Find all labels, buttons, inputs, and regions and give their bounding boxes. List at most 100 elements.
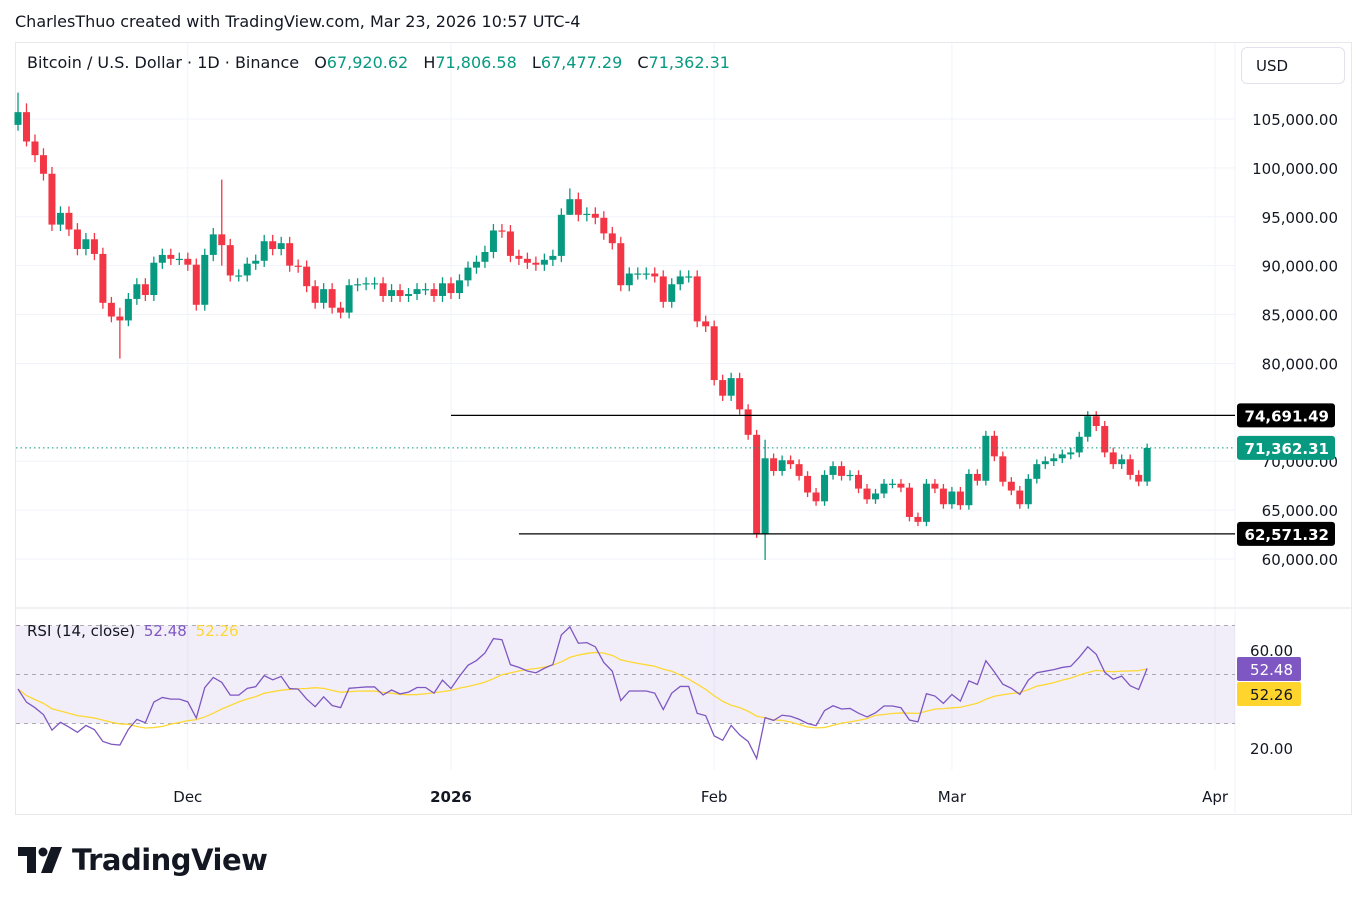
rsi-label[interactable]: RSI (14, close): [27, 622, 136, 640]
candle: [855, 470, 863, 494]
candle-body: [99, 253, 107, 303]
candle-body: [82, 239, 90, 250]
candle: [209, 227, 217, 262]
candle: [922, 479, 930, 527]
candle: [965, 469, 973, 510]
rsi-value-tag-bg: [1237, 657, 1301, 681]
candle-body: [65, 212, 73, 230]
candle-body: [770, 458, 778, 471]
candle: [506, 225, 514, 263]
candle: [770, 453, 778, 476]
close-label: C: [637, 53, 649, 72]
candle-body: [804, 475, 812, 493]
candle: [871, 488, 879, 504]
candle-body: [574, 199, 582, 215]
candle-body: [787, 460, 795, 465]
candle-body: [328, 289, 336, 308]
candle: [973, 469, 981, 486]
candle-body: [990, 435, 998, 457]
tradingview-logo-icon: [18, 847, 62, 873]
low-value: 67,477.29: [540, 53, 623, 72]
candle: [277, 236, 285, 256]
candle: [447, 277, 455, 300]
candle: [804, 471, 812, 498]
candle: [753, 429, 761, 538]
candle: [982, 430, 990, 486]
candle: [269, 234, 277, 256]
candle-body: [337, 307, 345, 313]
candle: [22, 103, 30, 147]
candle-body: [1024, 478, 1032, 505]
time-axis-label: Feb: [701, 788, 728, 806]
candle: [158, 248, 166, 269]
candle: [795, 459, 803, 481]
rsi-ma-value: 52.26: [195, 622, 239, 640]
candle: [676, 270, 684, 291]
candle: [371, 277, 379, 290]
candle-body: [693, 276, 701, 322]
candle: [141, 278, 149, 301]
currency-button[interactable]: USD: [1241, 47, 1345, 84]
candle: [107, 296, 115, 323]
candle: [999, 451, 1007, 487]
candle-body: [880, 483, 888, 494]
candle-body: [736, 378, 744, 410]
candle: [320, 283, 328, 309]
rsi-line: [17, 625, 1148, 761]
candle: [948, 486, 956, 509]
candle-body: [591, 213, 599, 218]
time-axis-label: Mar: [938, 788, 967, 806]
candle-body: [1016, 490, 1024, 505]
candle: [1092, 411, 1100, 432]
candle: [14, 92, 22, 131]
price-axis-label: 105,000.00: [1252, 111, 1338, 129]
candle: [931, 479, 939, 494]
candle-body: [727, 378, 735, 396]
candle-body: [821, 474, 829, 502]
candle-body: [447, 283, 455, 294]
candle-body: [931, 483, 939, 489]
candle-body: [260, 241, 268, 261]
high-label: H: [423, 53, 436, 72]
candle: [651, 267, 659, 283]
candle: [1075, 431, 1083, 458]
symbol-name[interactable]: Bitcoin / U.S. Dollar · 1D · Binance: [27, 53, 300, 72]
candle-body: [396, 290, 404, 296]
candle: [532, 256, 540, 271]
candle-body: [557, 214, 565, 256]
last-price-tag: 71,362.31: [1245, 440, 1329, 458]
price-axis-label: 65,000.00: [1262, 502, 1338, 520]
candle: [939, 484, 947, 509]
candle-body: [642, 273, 650, 275]
candle-body: [973, 473, 981, 481]
level-price-tag-bg: [1237, 403, 1335, 428]
candle: [574, 192, 582, 222]
rsi-value-tag: 52.48: [1250, 661, 1293, 679]
candle-body: [846, 474, 854, 477]
candle: [260, 234, 268, 267]
low-label: L: [531, 53, 541, 72]
candle: [719, 374, 727, 401]
candle-body: [761, 458, 769, 534]
candle-body: [659, 276, 667, 302]
candle-body: [515, 255, 523, 259]
candle-body: [209, 234, 217, 255]
candle: [455, 274, 463, 300]
candle-body: [303, 266, 311, 287]
candle: [1118, 454, 1126, 469]
candle-body: [430, 289, 438, 296]
candle-body: [371, 283, 379, 285]
candle-body: [1033, 464, 1041, 479]
candle: [566, 188, 574, 215]
candle: [540, 253, 548, 271]
candle-body: [354, 284, 362, 286]
tradingview-logo[interactable]: TradingView: [18, 843, 268, 877]
candle: [685, 270, 693, 283]
candle: [1067, 447, 1075, 460]
candle: [481, 245, 489, 268]
candle: [337, 301, 345, 319]
candle: [56, 206, 64, 232]
rsi-axis-label: 60.00: [1250, 642, 1293, 660]
candle: [693, 270, 701, 328]
